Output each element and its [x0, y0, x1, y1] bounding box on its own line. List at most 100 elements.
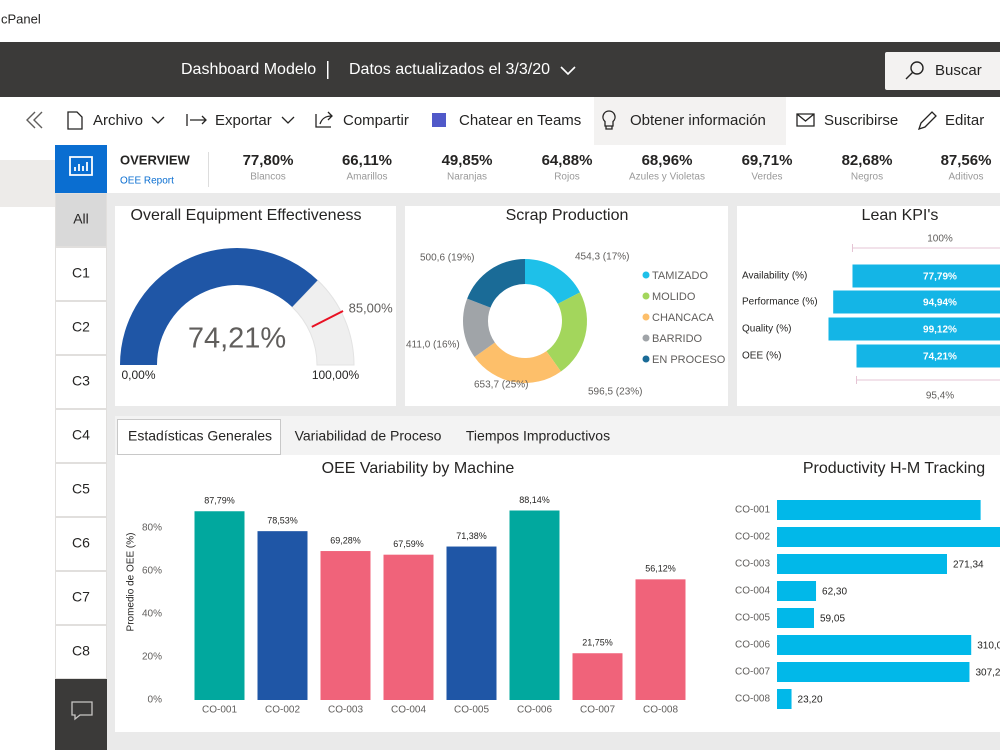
data-label: 67,59% [393, 539, 424, 549]
bar [777, 635, 972, 655]
x-tick-label: CO-007 [580, 705, 615, 716]
gauge-range-label: 100,00% [312, 368, 360, 382]
toolbar-item[interactable]: Exportar [215, 112, 272, 129]
page-tab[interactable] [55, 247, 107, 301]
bar [572, 653, 623, 700]
funnel-category: OEE (%) [742, 351, 781, 362]
y-tick-label: CO-002 [735, 532, 770, 543]
icon-teams [432, 113, 446, 127]
funnel-bar [828, 317, 1000, 341]
gauge-value [120, 247, 318, 365]
data-label: 69,28% [330, 535, 361, 545]
kpi-value: 49,85% [442, 152, 493, 169]
slice-label: 411,0 (16%) [406, 340, 460, 351]
legend-dot [642, 292, 650, 300]
page-tab-label: C1 [72, 265, 90, 281]
y-tick-label: CO-005 [735, 613, 770, 624]
funnel-bar [852, 264, 1000, 288]
page-tab[interactable] [55, 409, 107, 463]
bar [777, 581, 817, 601]
y-tick-label: CO-003 [735, 559, 770, 570]
report-icon-box[interactable] [55, 145, 107, 193]
funnel-bar [856, 344, 1000, 368]
report-icon [69, 156, 93, 176]
page-tab[interactable] [55, 301, 107, 355]
x-tick-label: CO-002 [265, 705, 300, 716]
app-name: cPanel [1, 11, 41, 26]
collapse[interactable] [26, 111, 43, 129]
page-tab[interactable] [55, 193, 107, 247]
active-tab[interactable] [117, 419, 281, 455]
data-label: 59,05 [820, 614, 845, 625]
legend-dot [642, 313, 650, 321]
bar [777, 662, 970, 682]
page-tab-label: C6 [72, 535, 90, 551]
gauge-range-label: 0,00% [121, 368, 155, 382]
tab-label[interactable]: Estadísticas Generales [128, 428, 272, 444]
y-tick-label: 40% [142, 609, 162, 620]
x-tick-label: CO-001 [202, 705, 237, 716]
data-label: 87,79% [204, 496, 235, 506]
y-tick-label: 0% [148, 695, 163, 706]
toolbar-item[interactable]: Obtener información [630, 112, 766, 129]
bar [777, 689, 792, 709]
funnel-value: 77,79% [923, 272, 957, 283]
page-tab[interactable] [55, 625, 107, 679]
legend-label: CHANCACA [652, 312, 714, 324]
data-label: 56,12% [645, 564, 676, 574]
conversion-line [851, 244, 1000, 252]
chart-title: Lean KPI's [862, 207, 939, 224]
gauge-target-label: 85,00% [349, 301, 394, 316]
y-tick-label: CO-004 [735, 586, 770, 597]
search-text[interactable]: Buscar [935, 62, 982, 79]
bar [777, 527, 1000, 547]
page-tab[interactable] [55, 355, 107, 409]
page-tab-label: C8 [72, 643, 90, 659]
slice-label: 653,7 (25%) [474, 380, 528, 391]
funnel-value: 74,21% [923, 352, 957, 363]
bar [777, 608, 814, 628]
page-tab[interactable] [55, 463, 107, 517]
page-tab-label: C5 [72, 481, 90, 497]
kpi-value: 64,88% [542, 152, 593, 169]
page-tab[interactable] [55, 571, 107, 625]
bar [383, 554, 434, 700]
conversion-label: 95,4% [926, 391, 954, 402]
overview-subtitle: OEE Report [120, 176, 174, 187]
tab-label[interactable]: Variabilidad de Proceso [295, 428, 442, 444]
legend-label: MOLIDO [652, 291, 696, 303]
toolbar-item[interactable]: Compartir [343, 112, 409, 129]
toolbar-item[interactable]: Chatear en Teams [459, 112, 581, 129]
slice-label: 454,3 (17%) [575, 252, 629, 263]
chevron[interactable] [560, 66, 576, 76]
bar [194, 511, 245, 700]
search-box[interactable] [885, 52, 1000, 90]
page-tab-label: C3 [72, 373, 90, 389]
divider [208, 152, 209, 187]
legend-label: TAMIZADO [652, 270, 708, 282]
toolbar-item[interactable]: Suscribirse [824, 112, 898, 129]
page-tab[interactable] [55, 517, 107, 571]
search-icon [910, 61, 924, 75]
bar [320, 551, 371, 700]
nav-selected [0, 160, 55, 207]
funnel-value: 94,94% [923, 298, 957, 309]
toolbar [55, 97, 1000, 145]
y-tick-label: CO-008 [735, 694, 770, 705]
data-label: 21,75% [582, 638, 613, 648]
toolbar-item[interactable]: Archivo [93, 112, 143, 129]
kpi-value: 66,11% [342, 152, 392, 169]
kpi-label: Naranjas [447, 172, 487, 183]
data-label: 307,2 [975, 668, 1000, 679]
tab-label[interactable]: Tiempos Improductivos [466, 428, 610, 444]
toolbar-item[interactable]: Editar [945, 112, 984, 129]
data-label: 310,0 [977, 641, 1000, 652]
kpi-label: Rojos [554, 172, 580, 183]
kpi-label: Blancos [250, 172, 286, 183]
updated[interactable]: Datos actualizados el 3/3/20 [349, 61, 550, 78]
chat-box[interactable] [55, 677, 107, 750]
y-tick-label: CO-006 [735, 640, 770, 651]
funnel-category: Performance (%) [742, 297, 818, 308]
y-tick-label: 80% [142, 523, 162, 534]
funnel-category: Availability (%) [742, 271, 807, 282]
